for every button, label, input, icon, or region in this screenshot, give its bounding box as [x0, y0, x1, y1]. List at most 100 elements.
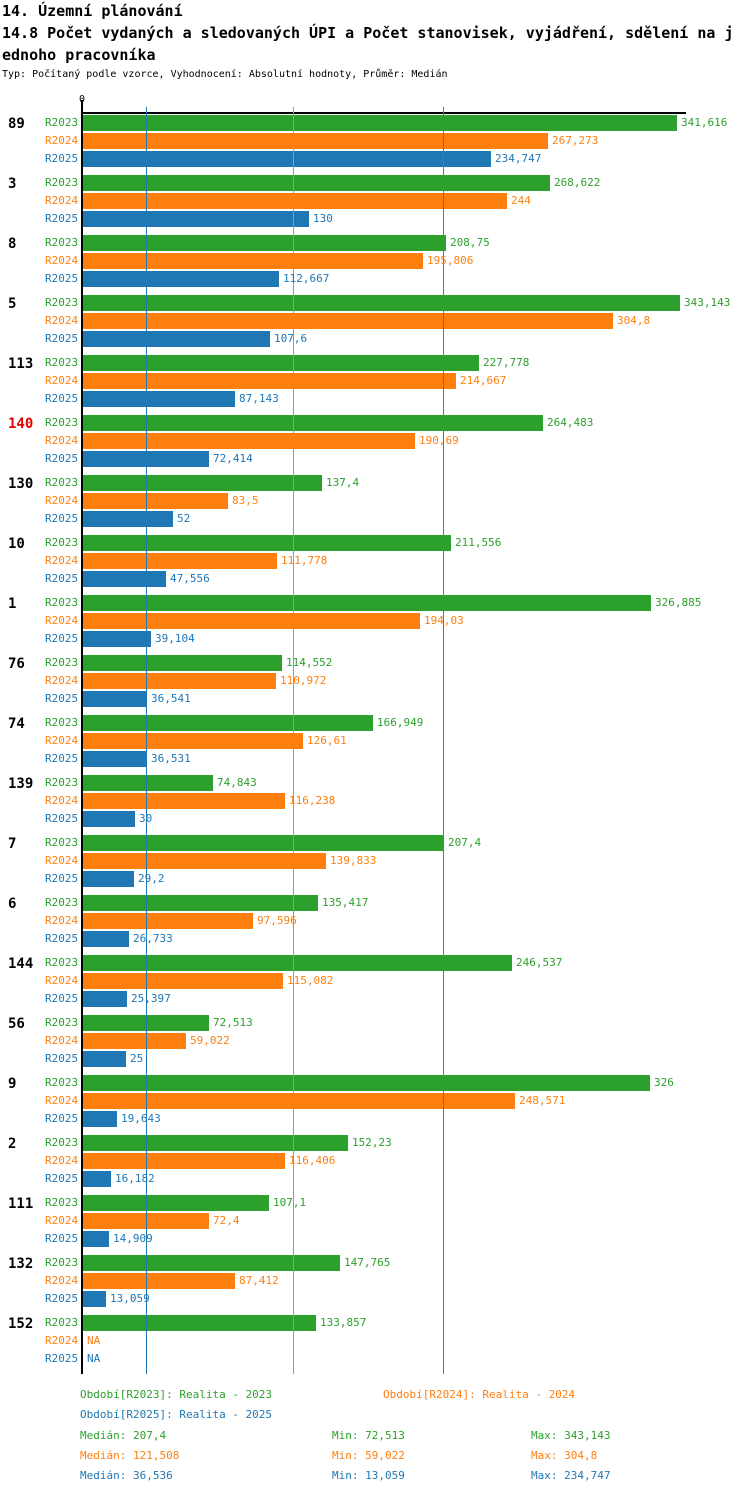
bar-value-label: 267,273	[552, 134, 599, 147]
bar-r2023	[83, 895, 318, 911]
series-label-r2025: R2025	[45, 392, 79, 405]
series-label-r2025: R2025	[45, 872, 79, 885]
series-label-r2024: R2024	[45, 1334, 79, 1347]
series-label-r2024: R2024	[45, 194, 79, 207]
stat-min-r2025: Min: 13,059	[332, 1469, 405, 1482]
series-label-r2023: R2023	[45, 1196, 79, 1209]
series-label-r2025: R2025	[45, 332, 79, 345]
bar-r2024	[83, 673, 276, 689]
chart-meta-info: Typ: Počítaný podle vzorce, Vyhodnocení:…	[2, 69, 448, 80]
group-label-7: 7	[8, 836, 17, 852]
series-label-r2025: R2025	[45, 752, 79, 765]
bar-value-label: 25	[130, 1052, 144, 1065]
bar-r2023	[83, 955, 512, 971]
median-line-r2023	[443, 107, 444, 1374]
bar-value-label: 14,909	[113, 1232, 153, 1245]
series-label-r2024: R2024	[45, 794, 79, 807]
bar-value-label: 29,2	[138, 872, 165, 885]
bar-r2025	[83, 1111, 117, 1127]
bar-value-label: NA	[87, 1352, 101, 1365]
bar-r2025	[83, 751, 147, 767]
bar-value-label: 268,622	[554, 176, 601, 189]
bar-r2024	[83, 613, 420, 629]
bar-value-label: 111,778	[281, 554, 328, 567]
bar-value-label: 166,949	[377, 716, 424, 729]
series-label-r2023: R2023	[45, 176, 79, 189]
bar-value-label: 74,843	[217, 776, 257, 789]
series-label-r2025: R2025	[45, 512, 79, 525]
series-label-r2025: R2025	[45, 1292, 79, 1305]
group-label-6: 6	[8, 896, 17, 912]
series-label-r2024: R2024	[45, 614, 79, 627]
series-label-r2023: R2023	[45, 716, 79, 729]
bar-value-label: 343,143	[684, 296, 731, 309]
y-axis-line	[81, 100, 83, 1374]
bar-r2025	[83, 631, 151, 647]
bar-value-label: 112,667	[283, 272, 330, 285]
series-label-r2025: R2025	[45, 1052, 79, 1065]
group-label-2: 2	[8, 1136, 17, 1152]
x-axis-zero-tick: 0	[74, 94, 90, 105]
series-label-r2025: R2025	[45, 152, 79, 165]
group-label-89: 89	[8, 116, 25, 132]
bar-r2023	[83, 1315, 316, 1331]
series-label-r2024: R2024	[45, 1094, 79, 1107]
group-label-140: 140	[8, 416, 34, 432]
series-label-r2023: R2023	[45, 1256, 79, 1269]
bar-r2025	[83, 1051, 126, 1067]
bar-r2023	[83, 1135, 348, 1151]
bar-value-label: 107,1	[273, 1196, 307, 1209]
bar-r2024	[83, 1273, 235, 1289]
bar-r2024	[83, 1033, 186, 1049]
bar-value-label: 25,397	[131, 992, 171, 1005]
series-label-r2024: R2024	[45, 734, 79, 747]
series-label-r2025: R2025	[45, 212, 79, 225]
group-label-56: 56	[8, 1016, 25, 1032]
series-label-r2023: R2023	[45, 896, 79, 909]
bar-value-label: 26,733	[133, 932, 173, 945]
bar-value-label: 139,833	[330, 854, 377, 867]
series-label-r2024: R2024	[45, 1034, 79, 1047]
bar-value-label: 72,414	[213, 452, 253, 465]
group-label-139: 139	[8, 776, 34, 792]
series-label-r2023: R2023	[45, 1076, 79, 1089]
series-label-r2023: R2023	[45, 416, 79, 429]
group-label-10: 10	[8, 536, 25, 552]
stat-min-r2023: Min: 72,513	[332, 1429, 405, 1442]
bar-r2023	[83, 775, 213, 791]
bar-value-label: 207,4	[448, 836, 482, 849]
bar-value-label: 190,69	[419, 434, 459, 447]
bar-value-label: 130	[313, 212, 333, 225]
series-label-r2023: R2023	[45, 356, 79, 369]
bar-r2024	[83, 1093, 515, 1109]
series-label-r2023: R2023	[45, 1016, 79, 1029]
bar-r2024	[83, 853, 326, 869]
bar-value-label: 59,022	[190, 1034, 230, 1047]
group-label-113: 113	[8, 356, 34, 372]
group-label-130: 130	[8, 476, 34, 492]
series-label-r2024: R2024	[45, 914, 79, 927]
bar-r2024	[83, 553, 277, 569]
bar-value-label: 72,4	[213, 1214, 240, 1227]
legend-item-r2025: Období[R2025]: Realita - 2025	[80, 1408, 273, 1421]
stat-median-r2023: Medián: 207,4	[80, 1429, 167, 1442]
bar-value-label: 208,75	[450, 236, 490, 249]
bar-r2025	[83, 1291, 106, 1307]
stat-min-r2024: Min: 59,022	[332, 1449, 405, 1462]
stat-median-r2025: Medián: 36,536	[80, 1469, 173, 1482]
group-label-111: 111	[8, 1196, 34, 1212]
bar-r2024	[83, 133, 548, 149]
bar-r2023	[83, 595, 651, 611]
bar-r2023	[83, 655, 282, 671]
x-axis-line	[81, 112, 686, 114]
group-label-9: 9	[8, 1076, 17, 1092]
bar-r2025	[83, 991, 127, 1007]
stat-max-r2023: Max: 343,143	[531, 1429, 611, 1442]
bar-r2025	[83, 391, 235, 407]
series-label-r2025: R2025	[45, 1352, 79, 1365]
bar-value-label: 126,61	[307, 734, 347, 747]
bar-value-label: 194,03	[424, 614, 464, 627]
bar-r2025	[83, 1231, 109, 1247]
bar-value-label: 97,596	[257, 914, 297, 927]
series-label-r2023: R2023	[45, 836, 79, 849]
